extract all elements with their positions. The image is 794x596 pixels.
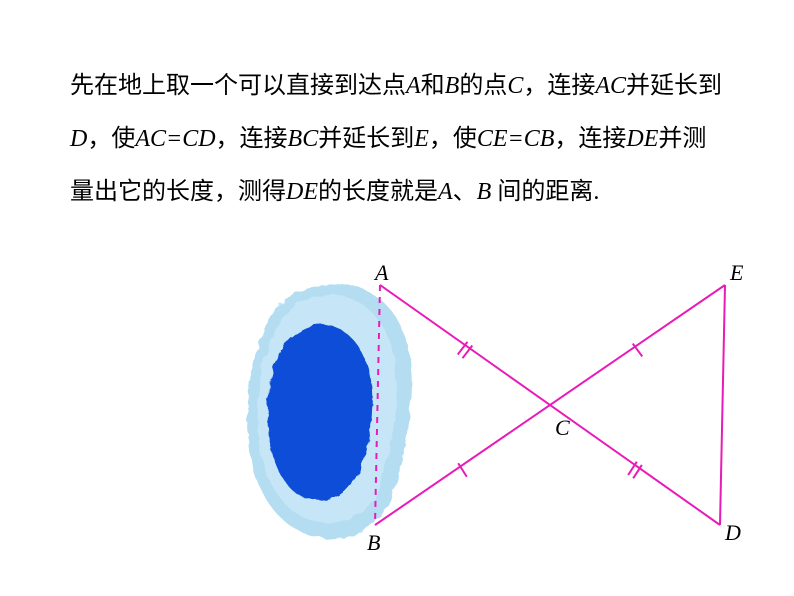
text-segment: 并延长到 bbox=[318, 126, 414, 152]
text-segment: ，使 bbox=[87, 126, 135, 152]
geometry-lines bbox=[230, 270, 750, 570]
var-E: E bbox=[414, 126, 429, 152]
text-segment: 并延长到 bbox=[626, 73, 722, 99]
var-A: A bbox=[406, 73, 421, 99]
text-segment: 、 bbox=[453, 179, 477, 205]
problem-text: 先在地上取一个可以直接到达点A和B的点C，连接AC并延长到D，使AC=CD，连接… bbox=[70, 60, 730, 218]
text-segment: 先在地上取一个可以直接到达点 bbox=[70, 73, 406, 99]
var-A2: A bbox=[438, 179, 453, 205]
text-segment: 连接 bbox=[547, 73, 595, 99]
var-ACCD: AC=CD bbox=[135, 126, 215, 152]
text-segment: 间的距离. bbox=[491, 179, 599, 205]
label-B: B bbox=[367, 530, 380, 556]
text-segment: 和 bbox=[421, 73, 445, 99]
var-C: C bbox=[507, 73, 523, 99]
label-C: C bbox=[555, 415, 570, 441]
var-BC: BC bbox=[288, 126, 319, 152]
label-A: A bbox=[375, 260, 388, 286]
var-CECB: CE=CB bbox=[477, 126, 555, 152]
diagram: A B C D E bbox=[230, 270, 750, 570]
label-D: D bbox=[725, 520, 741, 546]
var-B: B bbox=[445, 73, 460, 99]
text-segment: ，使 bbox=[429, 126, 477, 152]
var-B2: B bbox=[477, 179, 492, 205]
text-segment: 的点 bbox=[459, 73, 507, 99]
text-segment: ，连接 bbox=[554, 126, 626, 152]
var-DE2: DE bbox=[286, 179, 318, 205]
text-segment: ， bbox=[523, 73, 547, 99]
var-D: D bbox=[70, 126, 87, 152]
text-segment: 的长度就是 bbox=[318, 179, 438, 205]
var-AC: AC bbox=[595, 73, 626, 99]
text-segment: ，连接 bbox=[216, 126, 288, 152]
label-E: E bbox=[730, 260, 743, 286]
var-DE: DE bbox=[626, 126, 658, 152]
